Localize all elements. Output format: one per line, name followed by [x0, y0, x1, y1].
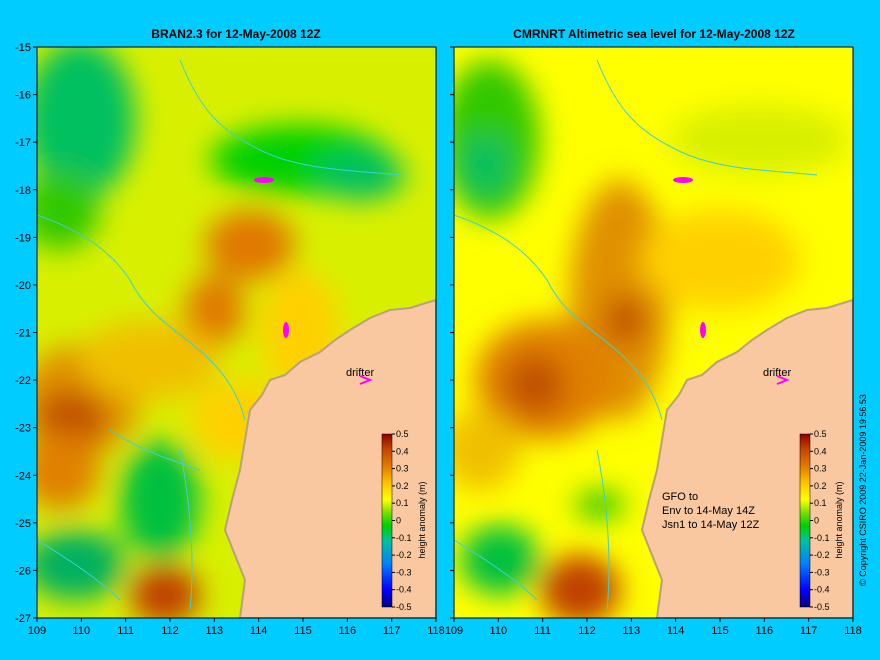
left-ticks: 109 110 111 112 113 114 115 116 117 118 -15 -16 -17 -… — [15, 42, 445, 637]
copyright: © Copyright CSIRO 2009 22-Jan-2009 19:56… — [858, 394, 868, 586]
left-colorbar-label: height anomaly (m) — [417, 481, 427, 558]
annotation-line-1: GFO to — [662, 491, 698, 503]
colorbar-tick-label: -0.4 — [814, 585, 830, 595]
colorbar-tick-label: -0.3 — [396, 567, 412, 577]
right-title: CMRNRT Altimetric sea level for 12-May-2… — [513, 27, 795, 41]
right-field — [454, 47, 853, 618]
y-tick-label: -21 — [15, 328, 31, 340]
right-colorbar-label: height anomaly (m) — [834, 481, 844, 558]
x-tick-label: 117 — [383, 625, 401, 637]
right-contours — [454, 59, 818, 611]
x-tick-label: 110 — [490, 625, 508, 637]
left-contours — [37, 59, 401, 611]
left-panel: BRAN2.3 for 12-May-2008 12Z — [15, 27, 445, 637]
right-colorbar — [799, 433, 811, 608]
left-drifter-track — [254, 177, 289, 338]
x-tick-label: 115 — [711, 625, 729, 637]
y-tick-label: -18 — [15, 185, 31, 197]
x-tick-label: 111 — [534, 625, 551, 637]
colorbar-tick-label: 0.1 — [814, 498, 827, 508]
x-tick-label: 118 — [427, 625, 445, 637]
colorbar-tick-label: 0.5 — [814, 429, 827, 439]
x-tick-label: 116 — [339, 625, 357, 637]
left-title: BRAN2.3 for 12-May-2008 12Z — [151, 27, 320, 41]
right-drifter-arrow — [776, 375, 790, 385]
y-tick-label: -17 — [15, 137, 31, 149]
y-tick-label: -26 — [15, 565, 31, 577]
y-tick-label: -27 — [15, 613, 31, 625]
colorbar-tick-label: -0.1 — [396, 533, 412, 543]
left-field — [37, 47, 436, 618]
left-colorbar — [381, 433, 393, 608]
left-colorbar-ticks: 0.5 0.4 0.3 0.2 0.1 0 -0.1 -0.2 -0.3 -0.4 -0.5 — [392, 429, 412, 612]
colorbar-tick-label: 0.1 — [396, 498, 409, 508]
right-drifter-label: drifter — [763, 367, 791, 379]
x-tick-label: 109 — [445, 625, 463, 637]
colorbar-tick-label: 0.4 — [814, 446, 827, 456]
x-tick-label: 110 — [73, 625, 91, 637]
right-ticks: 109 110 111 112 113 114 115 116 117 118 — [445, 46, 862, 637]
colorbar-tick-label: -0.4 — [396, 585, 412, 595]
left-drifter-arrow — [359, 375, 373, 385]
colorbar-tick-label: 0.2 — [814, 481, 827, 491]
colorbar-tick-label: -0.1 — [814, 533, 830, 543]
x-tick-label: 118 — [844, 625, 862, 637]
annotation-line-2: Env to 14-May 14Z — [662, 505, 755, 517]
right-drifter-track — [673, 177, 706, 338]
colorbar-tick-label: 0.4 — [396, 446, 409, 456]
x-tick-label: 117 — [800, 625, 818, 637]
x-tick-label: 111 — [117, 625, 134, 637]
annotation-line-3: Jsn1 to 14-May 12Z — [662, 519, 759, 531]
colorbar-tick-label: 0 — [814, 516, 819, 526]
y-tick-label: -24 — [15, 470, 31, 482]
left-drifter-label: drifter — [346, 367, 374, 379]
right-annotation: GFO to Env to 14-May 14Z Jsn1 to 14-May … — [662, 491, 759, 531]
x-tick-label: 116 — [756, 625, 774, 637]
colorbar-tick-label: 0.3 — [396, 464, 409, 474]
right-colorbar-ticks: 0.5 0.4 0.3 0.2 0.1 0 -0.1 -0.2 -0.3 -0.4 -0.5 — [810, 429, 830, 612]
x-tick-label: 114 — [250, 625, 268, 637]
colorbar-tick-label: 0.2 — [396, 481, 409, 491]
y-tick-label: -22 — [15, 375, 31, 387]
y-tick-label: -19 — [15, 232, 31, 244]
x-tick-label: 112 — [578, 625, 596, 637]
x-tick-label: 109 — [28, 625, 46, 637]
colorbar-tick-label: -0.2 — [396, 550, 412, 560]
x-tick-label: 113 — [623, 625, 641, 637]
colorbar-tick-label: 0 — [396, 516, 401, 526]
right-panel: CMRNRT Altimetric sea level for 12-May-2… — [445, 27, 862, 637]
y-tick-label: -16 — [15, 90, 31, 102]
x-tick-label: 113 — [206, 625, 224, 637]
colorbar-tick-label: -0.5 — [396, 602, 412, 612]
y-tick-label: -25 — [15, 518, 31, 530]
colorbar-tick-label: 0.5 — [396, 429, 409, 439]
y-tick-label: -23 — [15, 423, 31, 435]
colorbar-tick-label: -0.3 — [814, 567, 830, 577]
x-tick-label: 114 — [667, 625, 685, 637]
x-tick-label: 112 — [161, 625, 179, 637]
colorbar-tick-label: 0.3 — [814, 464, 827, 474]
colorbar-tick-label: -0.2 — [814, 550, 830, 560]
colorbar-tick-label: -0.5 — [814, 602, 830, 612]
y-tick-label: -20 — [15, 280, 31, 292]
x-tick-label: 115 — [294, 625, 312, 637]
y-tick-label: -15 — [15, 42, 31, 54]
